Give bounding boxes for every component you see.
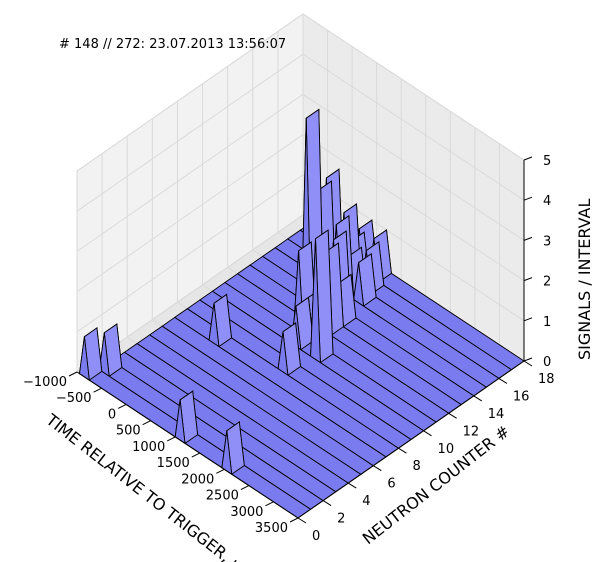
z-tick-label: 0 <box>543 355 551 370</box>
data-surfaces <box>78 108 525 519</box>
x-tick-label: 1500 <box>157 456 190 471</box>
z-axis-label: SIGNALS / INTERVAL <box>575 199 594 361</box>
x-tick <box>265 501 274 507</box>
y-axis-line <box>297 360 525 519</box>
x-axis-line <box>76 371 299 519</box>
y-tick <box>523 360 533 367</box>
y-tick <box>498 378 508 384</box>
z-tick <box>523 357 533 362</box>
chart-title: # 148 // 272: 23.07.2013 13:56:07 <box>59 37 286 52</box>
x-tick-label: 1000 <box>132 440 165 455</box>
y-tick-label: 16 <box>513 389 530 404</box>
y-tick-label: 2 <box>337 512 345 527</box>
z-tick-label: 3 <box>543 234 551 249</box>
y-tick <box>423 430 432 437</box>
z-tick <box>523 236 533 241</box>
x-tick <box>216 468 225 474</box>
y-tick-label: 18 <box>538 372 555 387</box>
y-tick <box>373 465 382 472</box>
y-tick <box>398 447 407 454</box>
grid-line <box>76 133 525 293</box>
x-tick <box>289 517 299 523</box>
x-tick <box>117 403 127 409</box>
grid-line <box>76 174 525 333</box>
z-tick <box>523 317 533 322</box>
counter-ribbon <box>173 293 400 458</box>
x-tick <box>93 387 102 393</box>
y-tick-label: 14 <box>488 407 505 422</box>
x-tick <box>68 371 78 377</box>
x-tick <box>191 452 201 458</box>
y-tick <box>322 500 332 506</box>
axes-frame <box>76 160 525 519</box>
x-tick-label: −1000 <box>23 375 67 390</box>
x-tick-label: 500 <box>116 424 141 439</box>
grid-line <box>76 93 525 252</box>
y-tick <box>448 412 457 419</box>
z-tick-label: 1 <box>543 315 551 330</box>
grid-line <box>76 53 525 212</box>
x-tick-label: 3500 <box>255 521 288 536</box>
y-tick-label: 8 <box>412 459 420 474</box>
y-tick-label: 4 <box>362 494 370 509</box>
z-tick-label: 4 <box>543 194 551 209</box>
y-tick <box>347 482 357 489</box>
counter-ribbon <box>211 229 437 432</box>
z-tick-label: 5 <box>543 154 551 169</box>
z-tick <box>523 196 533 201</box>
x-tick-label: 3000 <box>230 505 263 520</box>
z-tick-label: 2 <box>543 275 551 290</box>
x-tick <box>142 420 151 426</box>
z-tick <box>523 277 533 282</box>
y-tick-label: 12 <box>463 424 480 439</box>
y-tick <box>297 517 307 524</box>
x-tick-label: 2000 <box>181 472 214 487</box>
y-tick-label: 0 <box>312 529 320 544</box>
x-tick-label: −500 <box>56 391 92 406</box>
z-tick <box>523 156 533 161</box>
y-tick-label: 10 <box>438 442 455 457</box>
y-tick-label: 6 <box>387 477 395 492</box>
grid-line <box>76 13 525 172</box>
x-tick-label: 0 <box>108 407 116 422</box>
counter-ribbon <box>98 323 324 510</box>
x-tick-label: 2500 <box>206 489 239 504</box>
axis-ticks: −1000−5000500100015002000250030003500024… <box>23 154 555 544</box>
x-tick <box>166 436 176 442</box>
x-tick <box>240 485 250 491</box>
y-tick <box>473 395 483 402</box>
